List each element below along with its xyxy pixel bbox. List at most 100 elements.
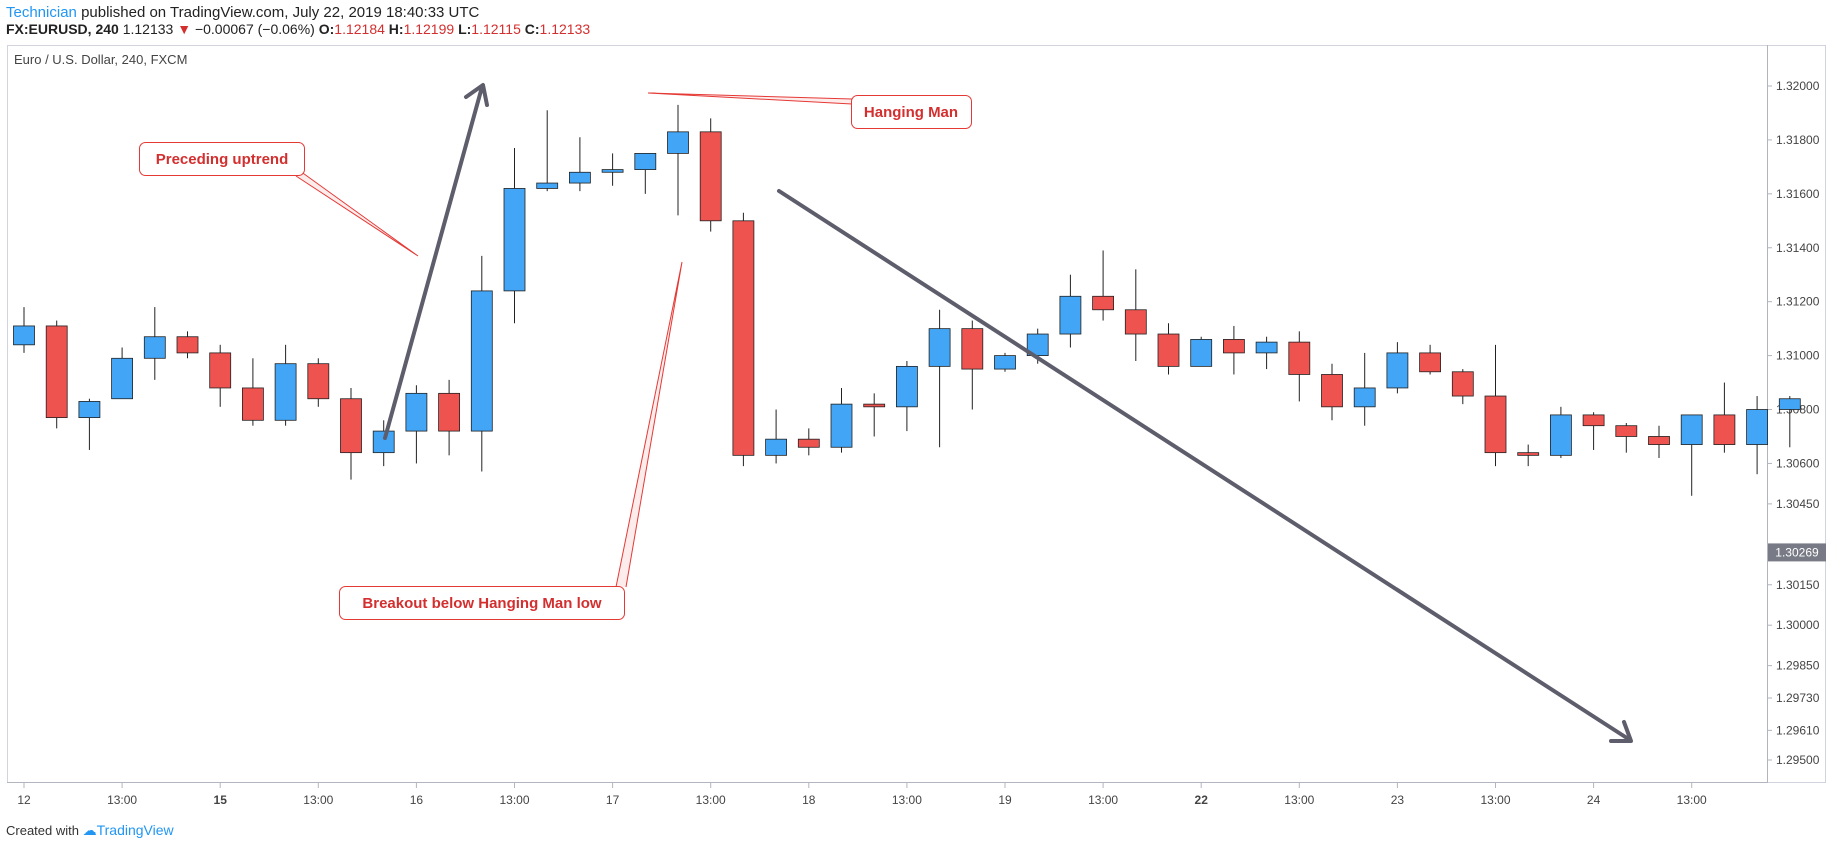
candle-up[interactable] bbox=[111, 347, 133, 400]
candle-down[interactable] bbox=[438, 379, 461, 456]
candle-body bbox=[1746, 409, 1768, 445]
candle-up[interactable] bbox=[470, 255, 493, 472]
candle-down[interactable] bbox=[1517, 444, 1540, 467]
candle-up[interactable] bbox=[765, 409, 787, 464]
candle-up[interactable] bbox=[1386, 342, 1409, 394]
candle-up[interactable] bbox=[536, 110, 559, 192]
candle-down[interactable] bbox=[863, 393, 886, 437]
change-down-icon: ▼ bbox=[177, 21, 192, 37]
price-tick-label: 1.30000 bbox=[1776, 618, 1820, 632]
tradingview-brand-link[interactable]: TradingView bbox=[96, 822, 174, 838]
candle-down[interactable] bbox=[1713, 382, 1736, 453]
candle-up[interactable] bbox=[1680, 414, 1703, 496]
candle-up[interactable] bbox=[1550, 406, 1572, 459]
candle-down[interactable] bbox=[1124, 269, 1147, 361]
high-label: H: bbox=[388, 21, 404, 37]
time-tick-label: 13:00 bbox=[107, 793, 137, 807]
candle-body bbox=[765, 438, 787, 456]
last-price-tag: 1.30269 bbox=[1768, 543, 1826, 562]
candle-down[interactable] bbox=[1648, 425, 1670, 459]
candle-body bbox=[1680, 414, 1703, 445]
candle-down[interactable] bbox=[1484, 344, 1507, 467]
candle-down[interactable] bbox=[1223, 325, 1245, 375]
time-tick-label: 13:00 bbox=[696, 793, 726, 807]
candle-up[interactable] bbox=[928, 309, 951, 448]
candle-down[interactable] bbox=[340, 387, 362, 480]
candle-down[interactable] bbox=[732, 212, 755, 467]
candle-up[interactable] bbox=[667, 104, 689, 216]
candle-up[interactable] bbox=[1190, 336, 1213, 367]
candle-body bbox=[1713, 414, 1736, 445]
candle-up[interactable] bbox=[274, 344, 297, 426]
time-tick-label: 13:00 bbox=[1677, 793, 1707, 807]
candle-down[interactable] bbox=[699, 118, 722, 232]
candle-down[interactable] bbox=[176, 331, 199, 359]
candle-up[interactable] bbox=[1059, 274, 1082, 348]
candle-up[interactable] bbox=[372, 420, 395, 467]
price-tick-label: 1.29500 bbox=[1776, 753, 1820, 767]
last-price-tag-text: 1.30269 bbox=[1775, 545, 1819, 559]
candle-body bbox=[143, 336, 166, 359]
candle-down[interactable] bbox=[1157, 323, 1180, 375]
author-link[interactable]: Technician bbox=[6, 4, 77, 21]
candle-down[interactable] bbox=[1615, 423, 1638, 453]
candle-body bbox=[78, 401, 101, 419]
candle-up[interactable] bbox=[1746, 396, 1768, 475]
time-tick-label: 22 bbox=[1195, 793, 1209, 807]
candle-up[interactable] bbox=[1353, 352, 1376, 426]
time-tick-label: 13:00 bbox=[303, 793, 333, 807]
candle-down[interactable] bbox=[209, 344, 232, 407]
candle-body bbox=[1778, 398, 1801, 410]
candle-down[interactable] bbox=[797, 428, 820, 456]
candle-down[interactable] bbox=[1321, 363, 1343, 421]
candle-body bbox=[13, 325, 35, 346]
candle-up[interactable] bbox=[994, 352, 1016, 372]
candle-body bbox=[994, 355, 1016, 370]
candle-down[interactable] bbox=[1451, 369, 1474, 405]
low-value: 1.12115 bbox=[471, 21, 521, 37]
downtrend-arrow-icon[interactable] bbox=[777, 189, 1632, 742]
candle-body bbox=[241, 387, 264, 421]
candle-body bbox=[797, 438, 820, 448]
candle-down[interactable] bbox=[45, 320, 68, 429]
candle-down[interactable] bbox=[961, 320, 984, 410]
candle-body bbox=[45, 325, 68, 419]
candle-body bbox=[1517, 452, 1540, 456]
candle-up[interactable] bbox=[1255, 336, 1278, 370]
price-change: −0.00067 (−0.06%) bbox=[194, 21, 315, 37]
uptrend-arrow-icon[interactable] bbox=[383, 85, 484, 440]
candle-up[interactable] bbox=[601, 153, 624, 186]
candle-body bbox=[111, 357, 133, 400]
candle-up[interactable] bbox=[1778, 396, 1801, 448]
candle-up[interactable] bbox=[13, 307, 35, 353]
candle-up[interactable] bbox=[143, 307, 166, 380]
time-tick-label: 13:00 bbox=[1480, 793, 1510, 807]
price-tick-label: 1.30450 bbox=[1776, 497, 1820, 511]
callout-breakout[interactable] bbox=[339, 586, 625, 620]
candle-up[interactable] bbox=[569, 137, 591, 192]
candle-body bbox=[667, 131, 689, 154]
time-tick-label: 13:00 bbox=[499, 793, 529, 807]
candle-up[interactable] bbox=[896, 360, 918, 432]
candle-down[interactable] bbox=[307, 358, 330, 407]
callout-hanging-man[interactable] bbox=[851, 95, 972, 129]
high-value: 1.12199 bbox=[403, 21, 455, 37]
candle-body bbox=[1190, 339, 1213, 367]
time-tick-label: 24 bbox=[1587, 793, 1601, 807]
candle-down[interactable] bbox=[1092, 250, 1114, 321]
candle-down[interactable] bbox=[1419, 344, 1441, 375]
candle-up[interactable] bbox=[405, 385, 428, 464]
candle-body bbox=[340, 398, 362, 454]
candle-up[interactable] bbox=[634, 152, 657, 194]
price-tick-label: 1.29850 bbox=[1776, 659, 1820, 673]
callout-preceding-uptrend[interactable] bbox=[139, 142, 305, 176]
candle-down[interactable] bbox=[241, 358, 264, 426]
candle-down[interactable] bbox=[1582, 412, 1605, 450]
candle-up[interactable] bbox=[78, 398, 101, 450]
last-price-tag-bg bbox=[1768, 543, 1826, 562]
candle-up[interactable] bbox=[503, 148, 526, 324]
candle-down[interactable] bbox=[1288, 331, 1311, 402]
candle-up[interactable] bbox=[830, 387, 853, 453]
